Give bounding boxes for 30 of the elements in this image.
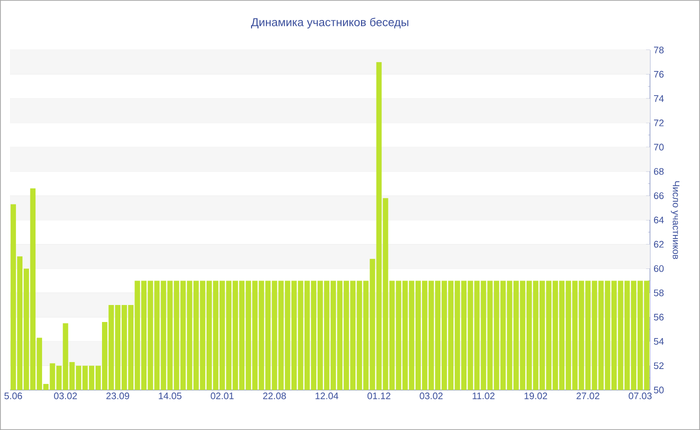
y-tick-label: 54: [654, 338, 664, 345]
x-tick-label: 03.02: [54, 392, 77, 400]
y-tick-label: 60: [654, 265, 664, 272]
y-tick-label: 50: [654, 386, 664, 394]
x-tick-label: 03.02: [420, 392, 443, 400]
x-tick-label: 01.12: [368, 392, 390, 400]
x-tick-label: 02.01: [210, 392, 234, 400]
y-tick-label: 68: [654, 168, 664, 175]
y-tick-label: 62: [654, 240, 664, 248]
chart-title: Динамика участников беседы: [251, 18, 408, 28]
y-tick-label: 58: [654, 290, 664, 296]
x-tick-label: 19.02: [524, 392, 548, 400]
y-tick-label: 70: [654, 144, 664, 150]
x-tick-label: 27.02: [576, 392, 600, 400]
x-tick-label: 5.06: [4, 392, 22, 400]
y-axis-title: Число участников: [670, 181, 680, 260]
y-tick-label: 64: [654, 216, 664, 224]
y-tick-label: 72: [654, 120, 664, 126]
y-tick-label: 52: [654, 362, 664, 370]
x-tick-label: 23.09: [106, 392, 130, 400]
x-tick-label: 22.08: [263, 392, 286, 400]
y-tick-label: 74: [654, 95, 664, 102]
x-tick-label: 14.05: [158, 392, 182, 400]
x-tick-label: 12.04: [316, 392, 338, 400]
y-tick-label: 56: [654, 314, 664, 320]
y-tick-label: 66: [654, 192, 664, 200]
x-tick-label: 07.03: [628, 392, 652, 400]
y-tick-label: 78: [654, 46, 664, 54]
x-tick-label: 11.02: [472, 392, 494, 400]
y-tick-label: 76: [654, 70, 664, 78]
